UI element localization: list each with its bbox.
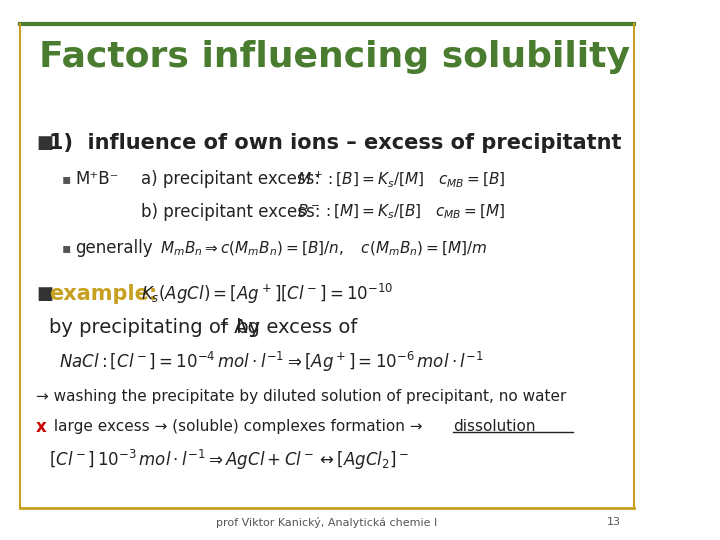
Text: 1)  influence of own ions – excess of precipitatnt: 1) influence of own ions – excess of pre… (49, 133, 621, 153)
Text: b) precipitant excess:: b) precipitant excess: (140, 203, 320, 221)
Text: +: + (219, 318, 230, 330)
Text: large excess → (soluble) complexes formation →: large excess → (soluble) complexes forma… (49, 419, 428, 434)
Text: example:: example: (49, 284, 157, 305)
Text: 13: 13 (607, 517, 621, 527)
Text: $K_s(AgCl)=[Ag^+][Cl^-]=10^{-10}$: $K_s(AgCl)=[Ag^+][Cl^-]=10^{-10}$ (140, 282, 393, 306)
Text: $NaCl:[Cl^-]=10^{-4}\,mol\cdot l^{-1}\Rightarrow[Ag^+]=10^{-6}\,mol\cdot l^{-1}$: $NaCl:[Cl^-]=10^{-4}\,mol\cdot l^{-1}\Ri… (59, 350, 483, 374)
Text: $B^-:[M]=K_s/[B]\quad c_{MB}=[M]$: $B^-:[M]=K_s/[B]\quad c_{MB}=[M]$ (297, 203, 505, 221)
Text: by precipitating of Ag: by precipitating of Ag (49, 318, 260, 338)
Text: ■: ■ (36, 285, 53, 303)
Text: a) precipitant excess:: a) precipitant excess: (140, 170, 320, 188)
Text: $M_mB_n \Rightarrow c(M_mB_n)=[B]/n,\quad c(M_mB_n)=[M]/m$: $M_mB_n \Rightarrow c(M_mB_n)=[B]/n,\qua… (160, 239, 487, 258)
Text: ■: ■ (36, 134, 53, 152)
Text: dissolution: dissolution (453, 419, 536, 434)
Text: → washing the precipitate by diluted solution of precipitant, no water: → washing the precipitate by diluted sol… (36, 389, 567, 404)
Text: ▪: ▪ (62, 172, 71, 186)
Text: by excess of: by excess of (230, 318, 357, 338)
Text: prof Viktor Kanický, Analytická chemie I: prof Viktor Kanický, Analytická chemie I (216, 517, 437, 528)
Text: $[Cl^-]\,10^{-3}\,mol\cdot l^{-1}\Rightarrow AgCl+Cl^-\leftrightarrow[AgCl_2]^-$: $[Cl^-]\,10^{-3}\,mol\cdot l^{-1}\Righta… (49, 448, 409, 472)
Text: generally: generally (75, 239, 153, 258)
Text: $M^+:[B]=K_s/[M]\quad c_{MB}=[B]$: $M^+:[B]=K_s/[M]\quad c_{MB}=[B]$ (297, 170, 505, 189)
Text: M⁺B⁻: M⁺B⁻ (75, 170, 119, 188)
Text: Factors influencing solubility: Factors influencing solubility (39, 40, 630, 73)
Text: x: x (36, 417, 47, 436)
Text: ▪: ▪ (62, 241, 71, 255)
